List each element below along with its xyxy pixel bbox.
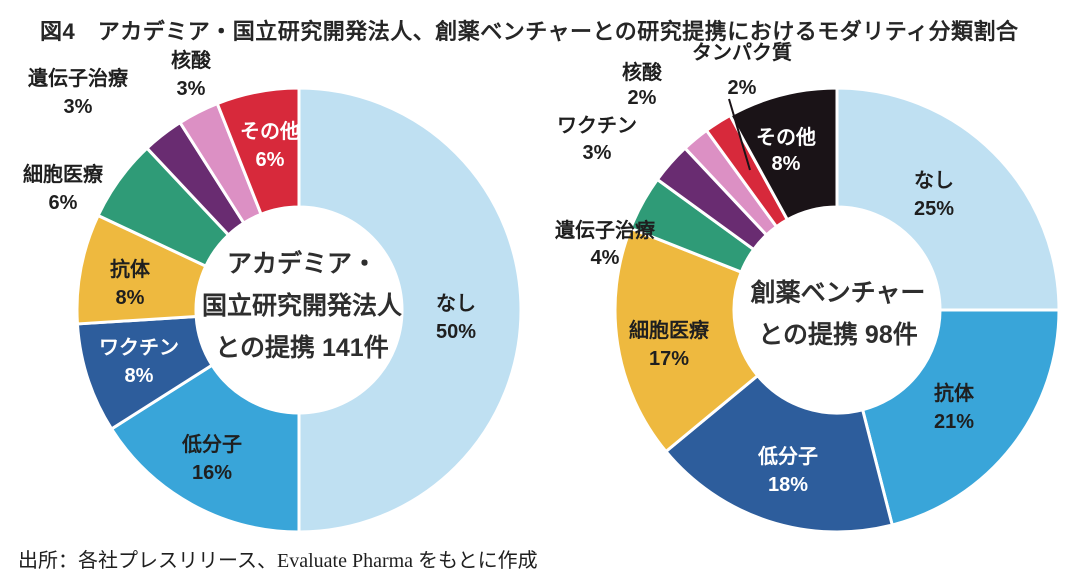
donut-center-label-line: アカデミア・: [227, 249, 377, 278]
donut-center-label-line: 創薬ベンチャー: [751, 279, 926, 307]
slice-label: 細胞医療: [23, 162, 103, 186]
leader-line: [728, 98, 751, 171]
slice-label: 低分子: [757, 444, 818, 468]
slice-label: なし: [914, 169, 954, 192]
donut-center-label-line: との提携 141件: [215, 333, 388, 362]
donut-slice: [297, 86, 523, 534]
slice-pct-label: 3%: [64, 96, 93, 118]
slice-pct-label: 8%: [772, 153, 801, 175]
slice-label: 遺伝子治療: [555, 218, 655, 242]
slice-pct-label: 2%: [628, 87, 657, 109]
slice-label: 抗体: [934, 381, 975, 405]
donut-center-label-line: との提携 98件: [758, 320, 918, 349]
slice-pct-label: 3%: [583, 142, 612, 164]
slice-pct-label: 25%: [914, 198, 954, 220]
slice-pct-label: 8%: [116, 287, 145, 309]
slice-pct-label: 50%: [436, 321, 476, 343]
donut-slice: [664, 374, 894, 534]
donut-center-label-line: 国立研究開発法人: [202, 291, 402, 320]
figure-title: 図4 アカデミア・国立研究開発法人、創薬ベンチャーとの研究提携におけるモダリティ…: [40, 19, 1019, 44]
donut-slice: [110, 363, 301, 534]
slice-pct-label: 17%: [649, 348, 689, 370]
slice-label: 核酸: [171, 48, 212, 72]
slice-label: 細胞医療: [629, 318, 709, 342]
slice-label: 遺伝子治療: [28, 66, 128, 90]
slice-pct-label: 3%: [177, 78, 206, 100]
slice-pct-label: 6%: [256, 149, 285, 171]
slice-label: その他: [756, 125, 816, 149]
slice-pct-label: 6%: [49, 192, 78, 214]
slice-label: ワクチン: [557, 114, 637, 137]
slice-label: なし: [436, 292, 476, 315]
slice-pct-label: 21%: [934, 411, 974, 433]
slice-label: タンパク質: [692, 40, 792, 64]
donut-slice: [835, 86, 1061, 312]
slice-pct-label: 16%: [192, 462, 232, 484]
slice-pct-label: 2%: [728, 77, 757, 99]
slice-label: 抗体: [110, 257, 151, 281]
donut-slice: [861, 308, 1061, 527]
slice-label: ワクチン: [99, 336, 179, 359]
slice-pct-label: 4%: [591, 247, 620, 269]
donut-slice: [613, 226, 760, 454]
slice-label: その他: [240, 119, 300, 143]
slice-label: 低分子: [181, 432, 242, 456]
slice-pct-label: 8%: [125, 365, 154, 387]
source-note: 出所：各社プレスリリース、Evaluate Pharma をもとに作成: [18, 550, 538, 572]
slice-label: 核酸: [622, 60, 663, 84]
slice-pct-label: 18%: [768, 474, 808, 496]
donut-slice: [215, 86, 301, 216]
donut-slice: [728, 86, 839, 222]
